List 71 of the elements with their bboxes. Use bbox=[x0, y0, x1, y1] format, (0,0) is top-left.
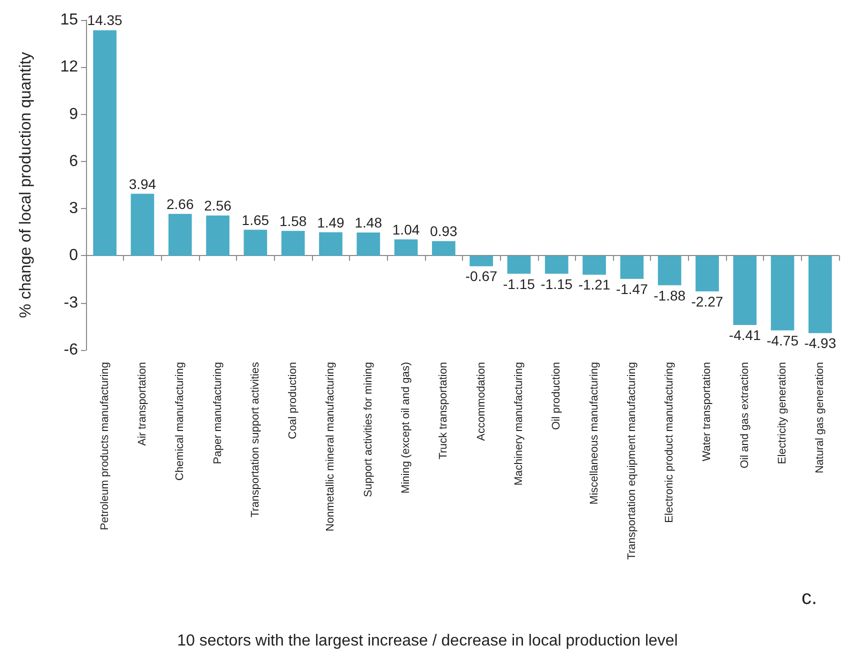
x-tick-label: Miscellaneous manufacturing bbox=[588, 362, 600, 504]
bar bbox=[733, 256, 757, 326]
data-label: -4.75 bbox=[766, 332, 799, 348]
x-tick-label: Oil production bbox=[550, 362, 563, 430]
x-tick-label: Air transportation bbox=[136, 362, 148, 446]
x-tick-label: Transportation support activities bbox=[249, 362, 262, 518]
data-label: -0.67 bbox=[465, 268, 498, 284]
bar bbox=[281, 230, 305, 256]
y-tick-label: -6 bbox=[64, 342, 78, 358]
data-label: 1.58 bbox=[279, 212, 307, 229]
bar bbox=[319, 232, 342, 256]
data-label: -4.41 bbox=[728, 327, 762, 344]
bar bbox=[808, 256, 832, 334]
data-label: -2.27 bbox=[691, 293, 724, 310]
bar bbox=[244, 230, 268, 256]
x-tick-label: Transportation equipment manufacturing bbox=[626, 362, 638, 560]
data-label: 3.94 bbox=[128, 176, 156, 192]
bar bbox=[356, 232, 380, 256]
data-label: 14.35 bbox=[87, 12, 123, 28]
bar bbox=[130, 194, 154, 256]
x-tick-label: Natural gas generation bbox=[814, 362, 826, 474]
x-tick-label: Coal production bbox=[287, 362, 300, 440]
x-tick-label: Mining (except oil and gas) bbox=[400, 362, 412, 494]
x-tick-label: Nonmetallic mineral manufacturing bbox=[324, 362, 337, 532]
bar bbox=[582, 256, 606, 275]
y-tick-label: 15 bbox=[60, 12, 78, 28]
bar bbox=[696, 256, 719, 292]
data-label: -4.93 bbox=[804, 335, 836, 352]
bar bbox=[432, 241, 456, 256]
x-tick-label: Machinery manufacturing bbox=[512, 362, 525, 486]
y-tick-label: 6 bbox=[69, 152, 78, 170]
data-label: 0.93 bbox=[430, 223, 458, 240]
bar bbox=[544, 256, 568, 274]
data-label: 1.49 bbox=[317, 214, 345, 230]
data-label: 1.48 bbox=[354, 214, 382, 230]
x-tick-label: Truck transportation bbox=[438, 362, 450, 460]
y-tick-label: -3 bbox=[64, 294, 78, 312]
data-label: -1.21 bbox=[578, 276, 610, 293]
x-tick-label: Electricity generation bbox=[776, 362, 789, 464]
data-label: -1.15 bbox=[503, 276, 536, 292]
bar bbox=[394, 239, 418, 256]
data-label: 2.56 bbox=[204, 197, 232, 214]
bar bbox=[770, 256, 794, 330]
x-tick-label: Paper manufacturing bbox=[212, 362, 224, 464]
bar bbox=[168, 214, 192, 256]
bar bbox=[507, 256, 531, 274]
x-tick-label: Electronic product manufacturing bbox=[664, 362, 676, 523]
data-label: -1.15 bbox=[540, 276, 573, 292]
data-label: 1.04 bbox=[392, 221, 420, 238]
x-tick-label: Petroleum products manufacturing bbox=[98, 362, 111, 530]
data-label: 2.66 bbox=[166, 196, 194, 212]
x-tick-label: Accommodation bbox=[475, 362, 488, 441]
data-label: -1.47 bbox=[616, 280, 648, 297]
bar bbox=[206, 215, 230, 256]
y-tick-label: 12 bbox=[60, 58, 78, 76]
y-tick-label: 3 bbox=[69, 200, 78, 218]
y-axis-title: % change of local production quantity bbox=[18, 52, 34, 318]
x-tick-label: Water transportation bbox=[701, 362, 714, 462]
y-tick-label: 0 bbox=[69, 247, 78, 264]
bar bbox=[620, 256, 644, 279]
x-tick-label: Chemical manufacturing bbox=[174, 362, 186, 481]
data-label: -1.88 bbox=[654, 287, 686, 304]
data-label: 1.65 bbox=[242, 212, 270, 228]
y-tick-label: 9 bbox=[69, 106, 78, 123]
x-axis-title: 10 sectors with the largest increase / decrease in local production level bbox=[177, 632, 678, 650]
x-tick-label: Oil and gas extraction bbox=[738, 362, 751, 468]
x-tick-label: Support activities for mining bbox=[362, 362, 374, 498]
bar bbox=[470, 256, 493, 266]
bar bbox=[93, 30, 116, 256]
bar bbox=[658, 256, 682, 286]
text: c. bbox=[801, 587, 818, 609]
